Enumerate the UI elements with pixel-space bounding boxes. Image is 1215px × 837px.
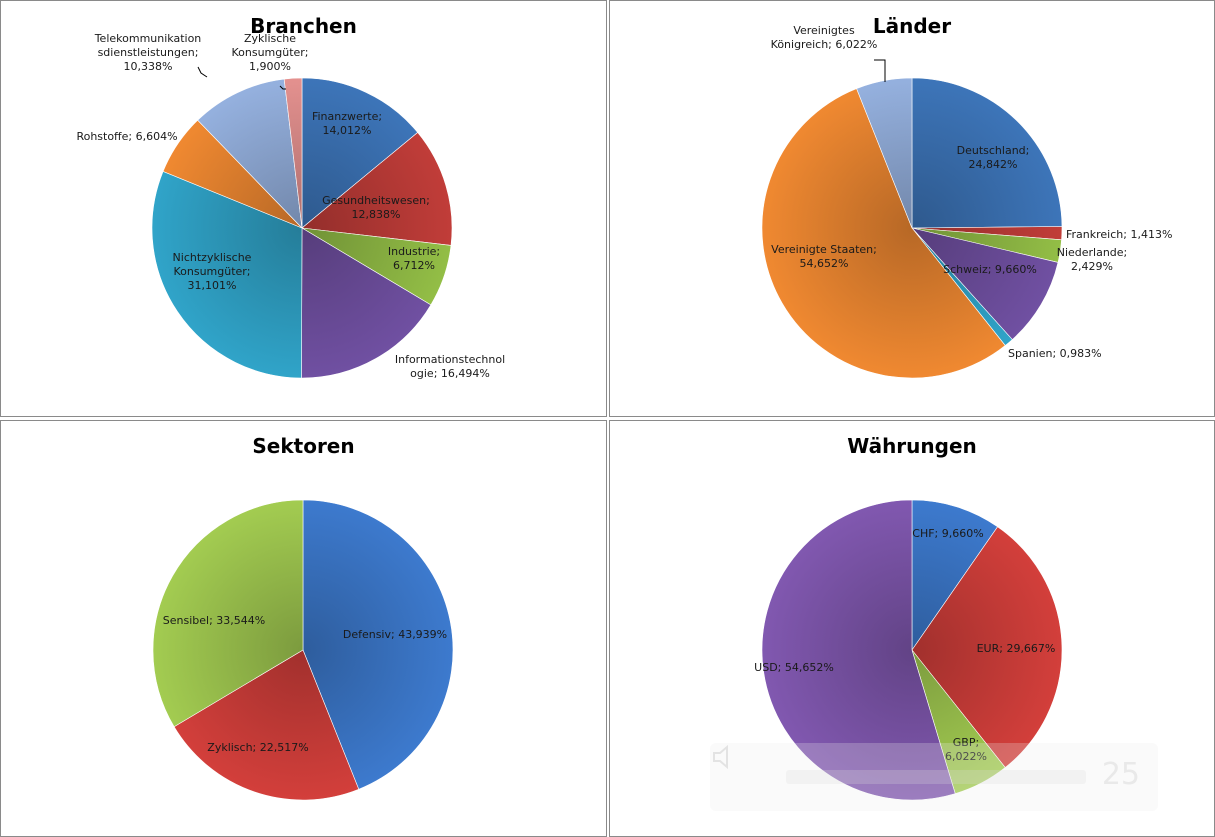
data-label-frankreich-1-413: Frankreich; 1,413% [1066, 228, 1172, 241]
data-label-zyklisch-22-517: Zyklisch; 22,517% [207, 741, 308, 754]
leader-line-vereinigtes [874, 59, 886, 82]
pie-slice-nichtzyklische [151, 171, 303, 379]
data-label-nichtzyklische: Nichtzyklische Konsumgüter; 31,101% [173, 251, 252, 292]
pie-slice-schweiz-9-660 [911, 227, 1059, 340]
pie-slice-telekommunikation [197, 78, 303, 229]
pie-slice-deutschland [911, 77, 1063, 229]
pie-chart-sektoren: Sektoren Defensiv; 43,939% Zyklisch; 22,51… [152, 434, 454, 801]
pie-chart-branchen: Branchen Finanzwerte; 14,012% Gesundheitswe… [76, 14, 505, 380]
pie-chart-laender: Länder Deutschland; 24,842% Frankreich; 1,4… [761, 14, 1172, 379]
chart-panel-waehrungen: Währungen CHF; 9,660% EUR; 29,667% GBP; 6,02… [609, 420, 1215, 837]
leader-line-zyklische [279, 85, 286, 90]
data-label-niederlande: Niederlande; 2,429% [1057, 246, 1128, 273]
pie-chart-waehrungen: Währungen CHF; 9,660% EUR; 29,667% GBP; 6,02… [754, 434, 1063, 801]
pie-slice-finanzwerte [301, 77, 419, 229]
data-label-defensiv-43-939: Defensiv; 43,939% [343, 628, 447, 641]
data-label-usd-54-652: USD; 54,652% [754, 661, 834, 674]
pie-slice-usd-54-652 [761, 499, 956, 801]
pie-slice-informationstechnol [301, 227, 432, 379]
data-label-chf-9-660: CHF; 9,660% [912, 527, 983, 540]
data-label-gesundheitswesen: Gesundheitswesen; 12,838% [322, 194, 430, 221]
chart-panel-branchen: Branchen Finanzwerte; 14,012% Gesundheitswe… [0, 0, 607, 417]
data-label-finanzwerte: Finanzwerte; 14,012% [312, 110, 382, 137]
volume-overlay: 25 [710, 743, 1158, 811]
pie-slice-eur-29-667 [911, 526, 1063, 768]
data-label-schweiz-9-660: Schweiz; 9,660% [943, 263, 1037, 276]
pie-slice-zyklisch-22-517 [173, 649, 360, 801]
chart-title: Währungen [847, 434, 977, 458]
pie-slice-vereinigte-staaten [761, 88, 1006, 379]
pie-slice-defensiv-43-939 [302, 499, 454, 790]
volume-bar [786, 770, 1086, 784]
chart-title: Länder [873, 14, 951, 38]
chart-panel-laender: Länder Deutschland; 24,842% Frankreich; 1,4… [609, 0, 1215, 417]
pie-slice-sensibel-33-544 [152, 499, 304, 728]
data-label-informationstechnol: Informationstechnol ogie; 16,494% [395, 353, 505, 380]
data-label-sensibel-33-544: Sensibel; 33,544% [163, 614, 265, 627]
data-label-vereinigtes: Vereinigtes Königreich; 6,022% [771, 24, 878, 51]
chart-panel-sektoren: Sektoren Defensiv; 43,939% Zyklisch; 22,51… [0, 420, 607, 837]
data-label-eur-29-667: EUR; 29,667% [977, 642, 1056, 655]
data-label-telekommunikation: Telekommunikation sdienstleistungen; 10,33… [94, 32, 202, 73]
volume-number: 25 [1101, 757, 1140, 792]
data-label-gbp: GBP; 6,022% [945, 736, 987, 763]
data-label-zyklische: Zyklische Konsumgüter; 1,900% [231, 32, 308, 73]
pie-slice-gesundheitswesen [301, 132, 453, 246]
leader-line-telekommunikation [197, 66, 208, 78]
data-label-vereinigte-staaten: Vereinigte Staaten; 54,652% [771, 243, 877, 270]
pie-slice-vereinigtes [856, 77, 913, 229]
chart-title: Sektoren [252, 434, 354, 458]
speaker-icon [713, 744, 728, 770]
data-label-rohstoffe-6-604: Rohstoffe; 6,604% [76, 130, 177, 143]
data-label-deutschland: Deutschland; 24,842% [957, 144, 1030, 171]
pie-slice-zyklische [283, 77, 303, 229]
data-label-industrie: Industrie; 6,712% [388, 245, 440, 272]
chart-title: Branchen [250, 14, 357, 38]
data-label-spanien-0-983: Spanien; 0,983% [1008, 347, 1102, 360]
pie-slice-chf-9-660 [911, 499, 998, 651]
